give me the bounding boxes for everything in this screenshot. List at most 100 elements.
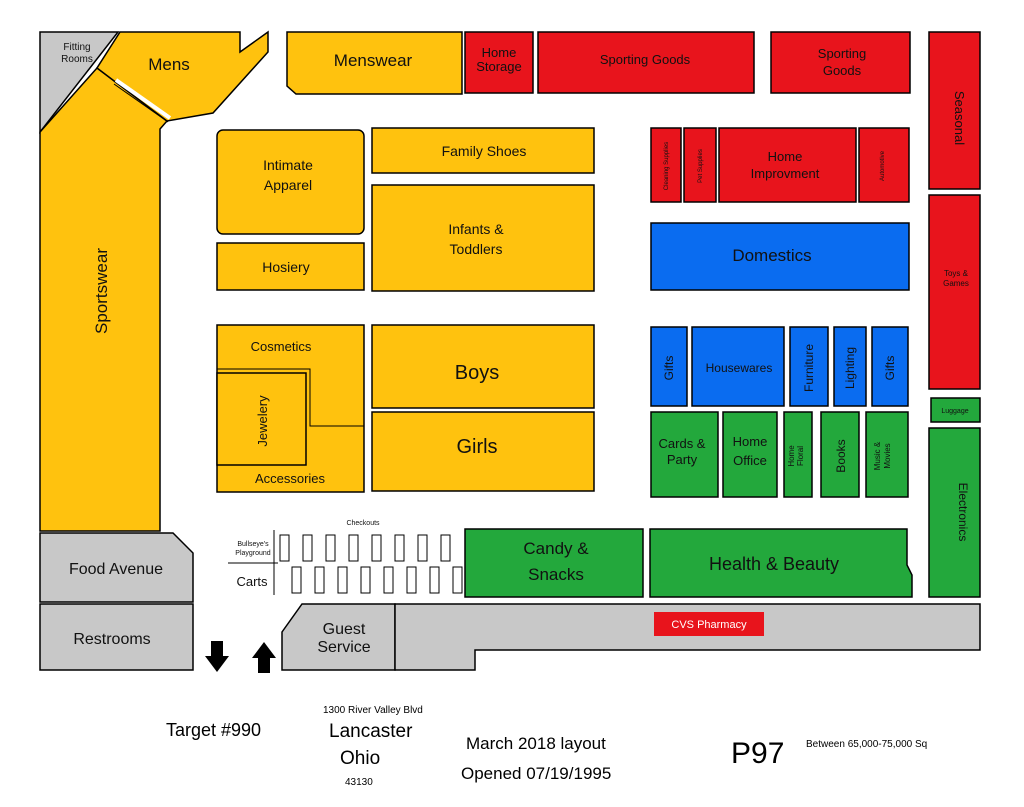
dept-home-storage [464, 31, 534, 94]
label-hosiery: Hosiery [262, 259, 309, 275]
dept-music-movies [865, 411, 909, 498]
label-intimate-apparel: Intimate Apparel [263, 157, 313, 193]
label-food-avenue: Food Avenue [69, 561, 163, 578]
label-infants-toddlers: Infants & Toddlers [448, 221, 504, 257]
label-domestics: Domestics [732, 246, 811, 265]
store-zip: 43130 [345, 777, 373, 788]
dept-hosiery [216, 242, 365, 291]
label-cosmetics: Cosmetics [251, 339, 312, 354]
label-candy-snacks: Candy & Snacks [523, 539, 589, 584]
dept-domestics [650, 222, 910, 291]
checkout-lane [452, 566, 463, 594]
label-home-storage: Home Storage [476, 45, 522, 74]
fitting-rooms [39, 31, 120, 135]
label-sporting-goods: Sporting Goods [600, 52, 691, 67]
label-menswear: Menswear [334, 51, 413, 70]
dept-home-office [722, 411, 778, 498]
checkout-lane [394, 534, 405, 562]
checkout-lane [314, 566, 325, 594]
checkout-lane [279, 534, 290, 562]
label-cleaning-supplies: Cleaning Supplies [664, 142, 670, 190]
label-sportswear: Sportswear [92, 248, 111, 334]
label-pet-supplies: Pet Supplies [698, 149, 704, 183]
dept-home-improvement [718, 127, 857, 203]
checkout-lane [417, 534, 428, 562]
dept-seasonal [928, 31, 981, 190]
dept-boys [371, 324, 595, 409]
dept-girls [371, 411, 595, 492]
dept-automotive [858, 127, 910, 203]
label-electronics: Electronics [956, 483, 970, 542]
cvs-pharmacy-sign [654, 612, 764, 636]
label-girls: Girls [456, 436, 497, 458]
dept-gifts [650, 326, 688, 407]
checkout-lane [440, 534, 451, 562]
label-luggage: Luggage [941, 408, 968, 415]
restrooms [39, 603, 194, 671]
store-state: Ohio [340, 748, 381, 769]
label-books: Books [834, 439, 848, 472]
label-music-movies: Music &Movies [873, 441, 892, 470]
label-sporting-goods-2: Sporting Goods [818, 46, 866, 78]
mens-divider-outline [113, 83, 169, 123]
dept-housewares [691, 326, 785, 407]
checkout-lane [325, 534, 336, 562]
label-boys: Boys [455, 362, 499, 384]
arrow-up-icon [252, 642, 276, 673]
checkout-lane [406, 566, 417, 594]
arrow-down-icon [205, 641, 229, 672]
checkout-lane [302, 534, 313, 562]
dept-electronics [928, 427, 981, 598]
label-bullseye-playground: Bullseye's Playground [235, 541, 271, 557]
checkout-lane [337, 566, 348, 594]
dept-menswear [286, 31, 463, 95]
store-number: Target #990 [166, 720, 262, 740]
food-avenue [39, 532, 194, 603]
jewelery-divider [217, 368, 364, 427]
label-automotive: Automotive [880, 150, 886, 181]
label-housewares: Housewares [706, 361, 773, 375]
dept-luggage [930, 397, 981, 423]
label-home-office: Home Office [733, 434, 768, 468]
mens-divider [114, 78, 172, 120]
checkout-lane [383, 566, 394, 594]
dept-sporting-goods [537, 31, 755, 94]
label-accessories: Accessories [255, 471, 326, 486]
dept-cleaning-supplies [650, 127, 682, 203]
pharmacy-wall [394, 603, 981, 671]
layout-date: March 2018 layout [466, 734, 606, 753]
dept-home-floral [783, 411, 813, 498]
label-mens: Mens [148, 55, 190, 74]
dept-jewelery [216, 372, 307, 466]
label-restrooms: Restrooms [73, 631, 150, 648]
store-city: Lancaster [329, 721, 413, 742]
label-lighting: Lighting [843, 347, 857, 389]
dept-toys-games [928, 194, 981, 390]
label-health-beauty: Health & Beauty [709, 554, 839, 574]
label-cards-party: Cards & Party [659, 436, 706, 467]
store-address: 1300 River Valley Blvd [323, 705, 423, 716]
opened-date: Opened 07/19/1995 [461, 764, 612, 783]
checkout-lane [429, 566, 440, 594]
dept-gifts-2 [871, 326, 909, 407]
label-guest-service: Guest Service [317, 621, 370, 656]
prototype-code: P97 [731, 737, 785, 770]
label-family-shoes: Family Shoes [442, 143, 527, 159]
dept-lighting [833, 326, 867, 407]
checkout-lane [291, 566, 302, 594]
checkout-lanes [279, 534, 463, 594]
label-gifts: Gifts [662, 356, 676, 381]
dept-intimate-apparel [216, 129, 365, 235]
label-toys-games: Toys & Games [943, 269, 969, 288]
dept-health-beauty [649, 528, 913, 598]
label-home-floral: HomeFloral [787, 445, 805, 467]
dept-furniture [789, 326, 829, 407]
dept-books [820, 411, 860, 498]
square-footage: Between 65,000-75,000 Sq [806, 739, 928, 750]
dept-family-shoes [371, 127, 595, 174]
dept-candy-snacks [464, 528, 644, 598]
dept-pet-supplies [683, 127, 717, 203]
dept-sporting-goods-2 [770, 31, 911, 94]
label-checkouts: Checkouts [346, 520, 380, 527]
label-furniture: Furniture [802, 344, 816, 392]
